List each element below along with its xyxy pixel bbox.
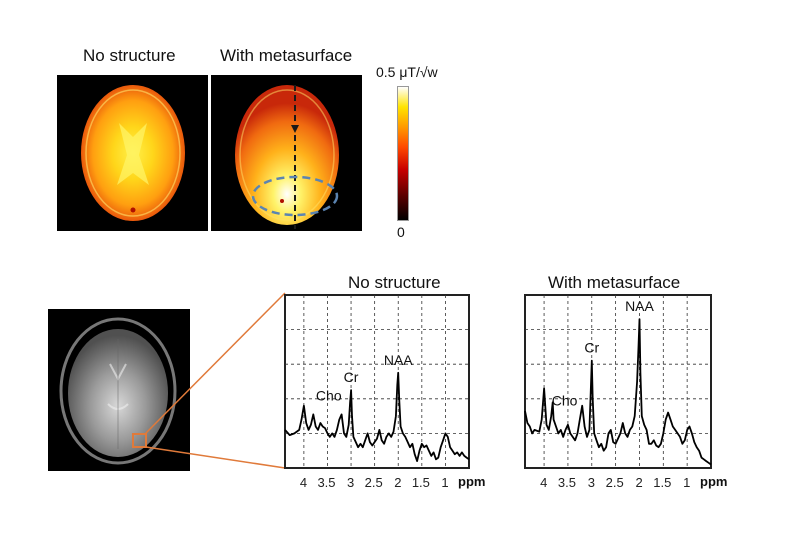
b1-map-with-metasurface [211, 75, 362, 231]
x-tick-label: 2.5 [605, 475, 624, 490]
map-title-no-structure: No structure [83, 46, 176, 65]
x-tick-label: 3.5 [557, 475, 576, 490]
peak-label-naa: NAA [625, 298, 654, 314]
b1-map-with-metasurface-image [235, 85, 339, 229]
anatomical-mri-image [48, 309, 190, 471]
spectrum-title-with-metasurface: With metasurface [548, 273, 681, 292]
b1-map-no-structure [57, 75, 208, 231]
peak-label-cr: Cr [344, 369, 359, 385]
b1-map-no-structure-image [81, 85, 185, 221]
x-tick-label: 1.5 [653, 475, 672, 490]
profile-arrow-icon [291, 125, 299, 133]
roi-ellipse [251, 175, 339, 217]
x-tick-label: 2 [394, 475, 402, 490]
x-tick-label: 3 [587, 475, 595, 490]
colorbar-max-label: 0.5 μT/√w [376, 64, 438, 80]
x-tick-label: 4 [540, 475, 548, 490]
x-axis-label: ppm [700, 474, 728, 489]
peak-label-cho: Cho [552, 393, 578, 409]
x-tick-label: 1 [441, 475, 449, 490]
spectrum-title-no-structure: No structure [348, 273, 441, 292]
x-tick-label: 2.5 [364, 475, 383, 490]
x-tick-label: 1 [683, 475, 691, 490]
x-tick-label: 3 [347, 475, 355, 490]
x-axis-label: ppm [458, 474, 486, 489]
x-tick-label: 4 [299, 475, 308, 490]
colorbar [397, 86, 409, 221]
x-tick-label: 2 [635, 475, 643, 490]
roi-voxel-box [132, 433, 147, 448]
spectrum-line [284, 371, 470, 462]
x-tick-label: 1.5 [411, 475, 430, 490]
plot-frame [284, 294, 470, 469]
x-tick-label: 3.5 [317, 475, 336, 490]
spectrum-chart-with-metasurface: Cho Cr NAA [524, 294, 712, 469]
peak-label-cr: Cr [584, 340, 599, 356]
colorbar-min-label: 0 [397, 224, 405, 240]
map-title-with-metasurface: With metasurface [220, 46, 353, 65]
peak-label-naa: NAA [384, 352, 413, 368]
spectrum-line [524, 318, 712, 466]
peak-label-cho: Cho [316, 387, 342, 403]
